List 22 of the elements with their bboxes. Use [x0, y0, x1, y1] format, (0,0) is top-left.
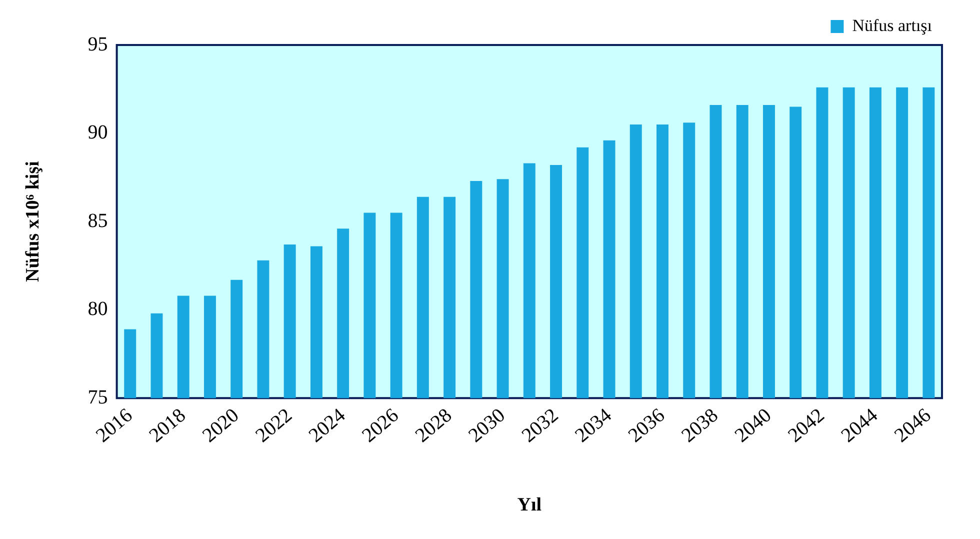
x-tick-label: 2040	[730, 404, 776, 447]
x-tick-label: 2036	[624, 404, 670, 447]
y-tick-label: 95	[88, 33, 108, 56]
x-tick-label: 2038	[678, 404, 722, 447]
x-tick-label: 2026	[358, 404, 403, 447]
x-tick-label: 2034	[571, 404, 616, 447]
legend-label: Nüfus artışı	[852, 16, 932, 35]
x-tick-label: 2044	[837, 404, 882, 447]
x-axis-title: Yıl	[517, 494, 542, 516]
y-tick-label: 90	[88, 122, 108, 144]
x-tick-label: 2030	[464, 404, 510, 447]
x-tick-label: 2024	[304, 404, 350, 447]
y-tick-label: 85	[88, 210, 108, 232]
x-tick-label: 2046	[890, 404, 936, 447]
x-tick-label: 2018	[145, 404, 190, 447]
y-tick-label: 80	[88, 298, 108, 320]
x-tick-label: 2028	[411, 404, 456, 447]
x-tick-label: 2032	[518, 404, 563, 447]
x-tick-label: 2020	[198, 404, 244, 447]
x-tick-label: 2022	[252, 404, 296, 447]
y-axis-title: Nüfus x10⁶ kişi	[22, 161, 44, 282]
x-tick-label: 2042	[784, 404, 829, 447]
